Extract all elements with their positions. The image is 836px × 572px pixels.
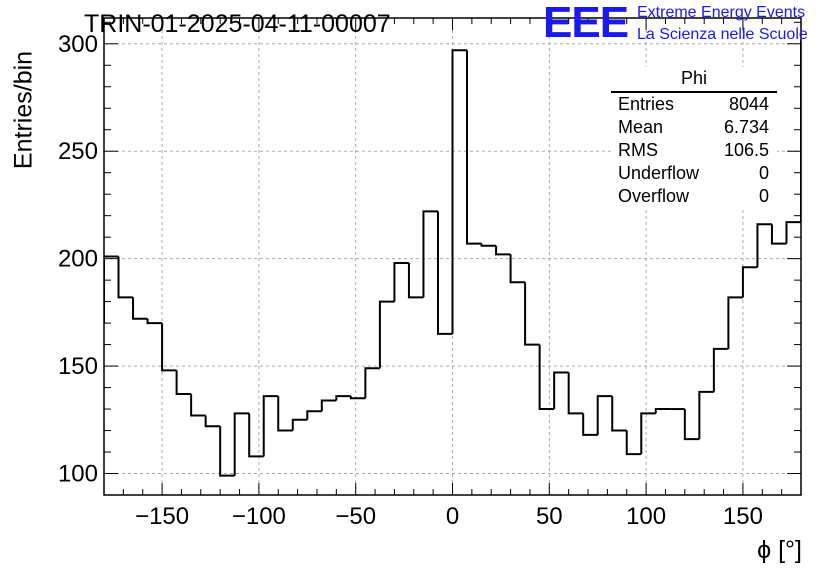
x-axis-label: ϕ [°] [757, 536, 802, 564]
histogram-bin [640, 412, 656, 455]
histogram-bin [335, 395, 351, 401]
x-tick-label: −50 [335, 503, 376, 530]
histogram-bin [495, 245, 511, 256]
y-axis-label-text: Entries/bin [9, 50, 38, 170]
stats-key: Mean [618, 117, 664, 137]
y-tick-label: 100 [58, 461, 98, 488]
histogram-bin [204, 415, 221, 428]
histogram-bin [785, 221, 801, 244]
histogram-bin [800, 40, 801, 223]
histogram-bin [104, 255, 119, 324]
stats-row-underflow: Underflow 0 [611, 162, 777, 185]
stats-box: Phi Entries 8044 Mean 6.734 RMS 106.5 Un… [611, 67, 777, 207]
y-axis-label: Entries/bin [4, 51, 44, 220]
histogram-bin [770, 224, 787, 245]
histogram-bin [698, 390, 714, 440]
histogram-bin [451, 49, 468, 334]
histogram-bin [553, 371, 569, 410]
histogram-bin [248, 413, 264, 458]
histogram-bin [219, 426, 235, 477]
histogram-bin [596, 395, 613, 435]
stats-value: 8044 [728, 94, 769, 114]
histogram-bin [320, 399, 337, 412]
stats-value: 106.5 [723, 140, 769, 160]
histogram-bin [306, 410, 322, 420]
x-tick-label: −100 [232, 503, 286, 530]
histogram-bin [538, 344, 555, 411]
histogram-bin [466, 50, 482, 245]
histogram-bin [611, 396, 627, 432]
histogram-bin [625, 430, 642, 456]
histogram-bin [509, 254, 526, 284]
x-tick-label: 50 [536, 503, 563, 530]
stats-row-overflow: Overflow 0 [611, 185, 777, 208]
histogram-bin [291, 418, 308, 431]
y-tick-label: 200 [58, 246, 98, 273]
histogram-bin [277, 396, 293, 432]
stats-row-rms: RMS 106.5 [611, 139, 777, 162]
plot-title: TRIN-01-2025-04-11-00007 [84, 10, 391, 38]
histogram-bin [407, 262, 424, 299]
histogram-bin [712, 347, 729, 392]
histogram-bin [364, 367, 380, 399]
y-tick-label: 300 [58, 31, 98, 58]
histogram-bin [524, 282, 540, 346]
histogram-bin [190, 394, 206, 417]
y-tick-label: 150 [58, 353, 98, 380]
histogram-bin [480, 243, 497, 247]
histogram-bin [349, 396, 366, 400]
stats-key: Entries [618, 94, 675, 114]
histogram-bin [683, 409, 700, 441]
histogram-bin [175, 370, 192, 396]
x-tick-label: −150 [135, 503, 189, 530]
histogram-bin [262, 395, 279, 457]
histogram-bin [654, 408, 671, 414]
x-tick-label: 0 [446, 503, 459, 530]
eee-logo: EEE [543, 0, 629, 47]
stats-row-mean: Mean 6.734 [611, 116, 777, 139]
logo-line-2: La Scienza nelle Scuole [637, 26, 808, 43]
x-tick-label: 100 [626, 503, 666, 530]
histogram-bin [161, 323, 177, 372]
histogram-bin [741, 266, 758, 298]
histogram-bin [756, 223, 772, 268]
histogram-bin [146, 318, 163, 325]
stats-value: 6.734 [723, 117, 769, 137]
histogram-bin [727, 296, 743, 349]
stats-row-entries: Entries 8044 [611, 93, 777, 116]
stats-key: Overflow [618, 186, 690, 206]
x-tick-label: 150 [723, 503, 763, 530]
histogram-bin [393, 261, 409, 302]
y-tick-label: 250 [58, 138, 98, 165]
histogram-bin [422, 210, 438, 298]
stats-value: 0 [758, 186, 769, 206]
histogram-bin [233, 412, 250, 476]
histogram-bin [567, 372, 584, 415]
stats-value: 0 [758, 163, 769, 183]
histogram-bin [132, 297, 148, 320]
stats-key: Underflow [618, 163, 700, 183]
histogram-bin [378, 300, 395, 369]
stats-box-title: Phi [611, 67, 777, 93]
stats-key: RMS [618, 140, 658, 160]
histogram-bin [117, 256, 134, 299]
histogram-bin [436, 211, 453, 335]
logo-line-1: Extreme Energy Events [637, 4, 806, 21]
histogram-bin [582, 413, 598, 436]
